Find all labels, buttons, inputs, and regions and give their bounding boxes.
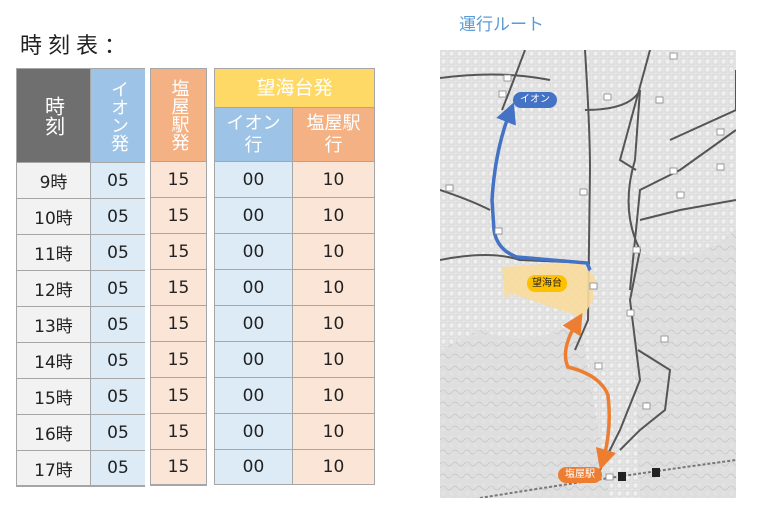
boukaidai-to-shioya-cell: 10 [293, 198, 374, 234]
bus-stop-icon [445, 184, 454, 192]
boukaidai-to-aeon-cell: 00 [215, 306, 293, 342]
shioya-departure-cell: 15 [151, 378, 206, 414]
boukaidai-to-aeon-cell: 00 [215, 234, 293, 270]
timetable-title: 時刻表： [20, 34, 133, 59]
aeon-departure-cell: 05 [91, 235, 145, 271]
train-station-icon [652, 468, 660, 477]
boukaidai-to-shioya-cell: 10 [293, 162, 374, 198]
boukaidai-to-aeon-cell: 00 [215, 450, 293, 485]
route-line-aeon [490, 102, 592, 271]
header-to-aeon-label: イオン行 [226, 112, 281, 156]
boukaidai-to-shioya-cell: 10 [293, 234, 374, 270]
header-to-shioya-label: 塩屋駅行 [306, 112, 361, 156]
bus-stop-icon [716, 128, 725, 136]
time-cell: 11時 [17, 235, 91, 271]
shioya-departure-cell: 15 [151, 198, 206, 234]
bus-stop-icon [503, 74, 512, 82]
boukaidai-to-aeon-cell: 00 [215, 414, 293, 450]
time-cell: 13時 [17, 307, 91, 343]
route-title: 運行ルート [459, 15, 544, 35]
boukaidai-to-shioya-cell: 10 [293, 270, 374, 306]
aeon-departure-cell: 05 [91, 199, 145, 235]
boukaidai-to-shioya-cell: 10 [293, 306, 374, 342]
bus-stop-icon [498, 90, 507, 98]
bus-stop-icon [594, 362, 603, 370]
timetable-time-aeon-block: 時刻 イオン発 9時 05 10時 05 11時 05 12時 05 13時 05 14時 05 15時… [16, 68, 145, 487]
aeon-departure-cell: 05 [91, 271, 145, 307]
aeon-departure-cell: 05 [91, 343, 145, 379]
aeon-departure-cell: 05 [91, 379, 145, 415]
map-canvas [440, 50, 736, 498]
header-time: 時刻 [17, 69, 91, 163]
bus-stop-icon [494, 227, 503, 235]
time-cell: 16時 [17, 415, 91, 451]
bus-stop-icon [632, 246, 641, 254]
bus-stop-icons [445, 52, 725, 481]
boukaidai-to-shioya-cell: 10 [293, 414, 374, 450]
bus-stop-icon [626, 309, 635, 317]
boukaidai-to-aeon-cell: 00 [215, 198, 293, 234]
train-station-icon [618, 472, 626, 481]
header-shioya-departure: 塩屋駅発 [151, 69, 206, 162]
boukaidai-to-aeon-cell: 00 [215, 378, 293, 414]
label-aeon: イオン [513, 92, 557, 108]
timetable-shioya-block: 塩屋駅発 15 15 15 15 15 15 15 15 15 [150, 68, 207, 486]
aeon-departure-cell: 05 [91, 451, 145, 486]
shioya-departure-cell: 15 [151, 450, 206, 485]
shioya-departure-cell: 15 [151, 306, 206, 342]
bus-stop-icon [669, 52, 678, 60]
route-map: イオン 望海台 塩屋駅 [440, 50, 736, 498]
boukaidai-to-aeon-cell: 00 [215, 342, 293, 378]
time-cell: 14時 [17, 343, 91, 379]
time-cell: 17時 [17, 451, 91, 486]
aeon-departure-cell: 05 [91, 415, 145, 451]
boukaidai-to-shioya-cell: 10 [293, 378, 374, 414]
header-to-aeon: イオン行 [215, 108, 293, 162]
bus-stop-icon [589, 282, 598, 290]
bus-stop-icon [716, 163, 725, 171]
aeon-departure-cell: 05 [91, 307, 145, 343]
bus-stop-icon [642, 402, 651, 410]
shioya-departure-cell: 15 [151, 234, 206, 270]
roads [440, 50, 736, 498]
shioya-departure-cell: 15 [151, 162, 206, 198]
bus-stop-icon [669, 167, 678, 175]
label-boukaidai: 望海台 [527, 275, 567, 292]
bus-stop-icon [579, 188, 588, 196]
header-aeon-departure: イオン発 [91, 69, 145, 163]
time-cell: 15時 [17, 379, 91, 415]
header-to-shioya: 塩屋駅行 [293, 108, 374, 162]
boukaidai-to-shioya-cell: 10 [293, 342, 374, 378]
boukaidai-to-shioya-cell: 10 [293, 450, 374, 485]
hillside-area [630, 230, 736, 498]
timetable-boukaidai-block: 望海台発 イオン行 塩屋駅行 00 10 00 10 00 10 00 10 00 10 00 10 0… [214, 68, 375, 485]
shioya-departure-cell: 15 [151, 342, 206, 378]
shioya-departure-cell: 15 [151, 270, 206, 306]
boukaidai-to-aeon-cell: 00 [215, 162, 293, 198]
time-cell: 12時 [17, 271, 91, 307]
boukaidai-to-aeon-cell: 00 [215, 270, 293, 306]
route-line-shioya [562, 313, 617, 471]
time-cell: 10時 [17, 199, 91, 235]
header-boukaidai-departure: 望海台発 [215, 69, 374, 108]
bus-stop-icon [603, 93, 612, 101]
aeon-departure-cell: 05 [91, 163, 145, 199]
bus-stop-icon [660, 335, 669, 343]
shioya-departure-cell: 15 [151, 414, 206, 450]
bus-stop-icon [676, 191, 685, 199]
bus-stop-icon [655, 96, 664, 104]
time-cell: 9時 [17, 163, 91, 199]
bus-stop-icon [605, 473, 614, 481]
label-shioya-station: 塩屋駅 [558, 467, 602, 483]
